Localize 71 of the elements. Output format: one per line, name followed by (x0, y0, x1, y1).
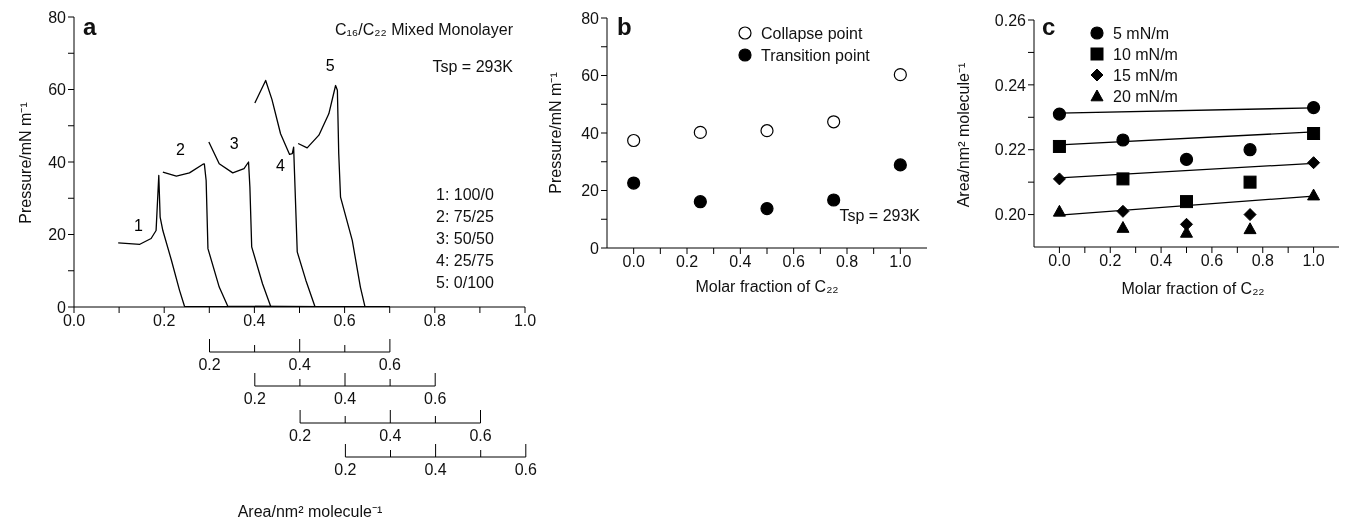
y-tick-label: 40 (48, 153, 67, 171)
legend-label: Transition point (761, 47, 871, 64)
series-label: 1 (134, 216, 144, 234)
legend-label: 15 mN/m (1113, 67, 1178, 84)
x-tick-label: 0.8 (423, 312, 447, 330)
y-tick-label: 0.22 (994, 141, 1027, 159)
x-tick-label: 0.2 (1099, 252, 1122, 270)
x-tick-label: 0.2 (153, 312, 176, 330)
x-tick-label: 1.0 (513, 312, 537, 330)
x-tick-label: 0.4 (1149, 252, 1173, 270)
legend-label: 5 mN/m (1113, 25, 1169, 42)
annotation: C₁₆/C₂₂ Mixed Monolayer (334, 21, 514, 38)
y-axis-title: Pressure/mN m⁻¹ (17, 102, 35, 224)
text: 0.6 (469, 427, 492, 444)
x-tick-label: 0.2 (675, 253, 699, 271)
annotation: a (83, 13, 97, 40)
x-tick-label: 1.0 (1302, 252, 1325, 270)
x-tick-label: 0.0 (622, 253, 645, 271)
text: 0.2 (288, 427, 312, 444)
x-tick-label: 0.6 (333, 312, 356, 330)
y-tick-label: 20 (581, 182, 600, 200)
x-tick-label: 0.6 (782, 253, 805, 271)
text: 0.4 (424, 461, 447, 478)
x2-tick-label: 0.4 (288, 356, 311, 373)
y-tick-label: 60 (48, 81, 67, 99)
annotation: 4: 25/75 (436, 252, 494, 269)
y-axis-title: Area/nm² molecule⁻¹ (955, 62, 973, 208)
annotation: 5: 0/100 (436, 274, 494, 291)
legend-label: 20 mN/m (1113, 88, 1178, 105)
x-axis-title: Molar fraction of C₂₂ (1121, 280, 1265, 297)
y-tick-label: 0.24 (994, 76, 1027, 94)
series-label: 2 (175, 140, 185, 158)
legend-label: 10 mN/m (1113, 46, 1178, 63)
x-tick-label: 0.4 (729, 253, 752, 271)
annotation: 2: 75/25 (436, 208, 494, 225)
x-tick-label: 0.8 (835, 253, 859, 271)
x-axis-title: Molar fraction of C₂₂ (695, 278, 839, 295)
text: 0.2 (334, 461, 357, 478)
series-label: 5 (325, 57, 335, 75)
text: 0.6 (424, 390, 447, 407)
series-label: 3 (229, 135, 239, 153)
y-tick-label: 20 (48, 226, 67, 244)
annotation: c (1042, 13, 1056, 40)
annotation: b (617, 13, 632, 40)
x-tick-label: 0.0 (62, 312, 86, 330)
text: 0.2 (243, 390, 267, 407)
legend-label: Collapse point (761, 25, 863, 42)
x-axis-title: Area/nm² molecule⁻¹ (237, 503, 383, 520)
y-axis-title: Pressure/mN m⁻¹ (547, 72, 565, 194)
annotation: 3: 50/50 (436, 230, 494, 247)
x2-tick-label: 0.2 (198, 356, 221, 373)
x-tick-label: 0.4 (243, 312, 266, 330)
x-tick-label: 0.0 (1048, 252, 1071, 270)
annotation: 1: 100/0 (436, 186, 494, 203)
x-tick-label: 0.6 (1200, 252, 1224, 270)
annotation: Tsp = 293K (432, 58, 514, 75)
y-tick-label: 80 (48, 8, 67, 26)
text: 0.4 (333, 390, 357, 407)
y-tick-label: 60 (581, 67, 600, 85)
x-tick-label: 1.0 (889, 253, 912, 271)
annotation: Tsp = 293K (839, 207, 921, 224)
text: 0.6 (514, 461, 538, 478)
y-tick-label: 80 (581, 9, 600, 27)
series-label: 4 (276, 157, 286, 175)
x-tick-label: 0.8 (1251, 252, 1274, 270)
y-tick-label: 0.26 (994, 11, 1027, 29)
y-tick-label: 0.20 (994, 206, 1027, 224)
text: 0.4 (379, 427, 402, 444)
y-tick-label: 40 (581, 124, 600, 142)
y-tick-label: 0 (590, 239, 600, 257)
x2-tick-label: 0.6 (378, 356, 402, 373)
